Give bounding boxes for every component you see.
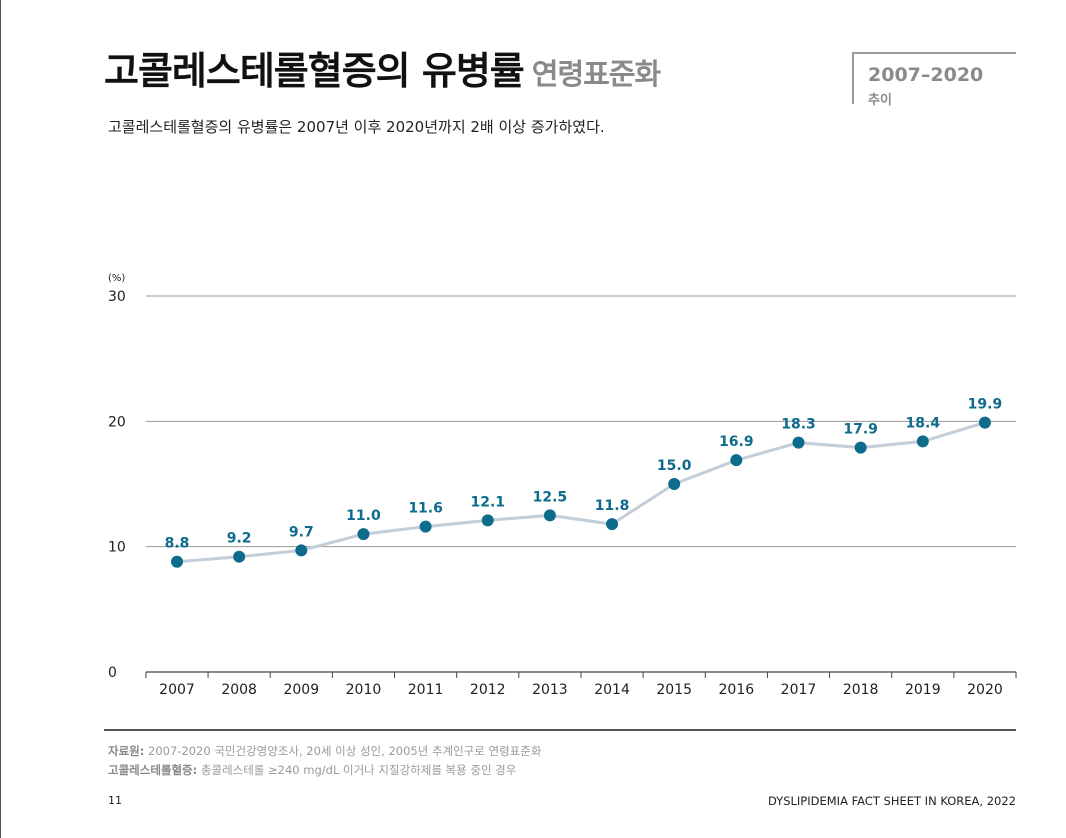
data-point (978, 416, 991, 429)
data-point (792, 436, 805, 449)
x-tick-label: 2018 (843, 682, 879, 698)
data-point (357, 528, 370, 541)
definition-label: 고콜레스테롤혈증: (108, 763, 198, 777)
x-tick-label: 2016 (719, 682, 755, 698)
x-tick-label: 2009 (283, 682, 319, 698)
page-title-block: 고콜레스테롤혈증의 유병률 연령표준화 (104, 40, 661, 95)
page-title: 고콜레스테롤혈증의 유병률 (104, 49, 525, 93)
data-label: 17.9 (843, 422, 878, 438)
data-point (419, 520, 432, 533)
source-note: 자료원: 2007-2020 국민건강영양조사, 20세 이상 성인, 2005… (108, 742, 541, 761)
data-label: 19.9 (968, 397, 1003, 413)
prevalence-line-chart: (%) 0 10 20 30 2007 2008 2009 2010 2011 2012 2013 20… (108, 273, 1017, 698)
data-point (606, 518, 619, 531)
data-label: 18.4 (906, 415, 941, 431)
document-name: DYSLIPIDEMIA FACT SHEET IN KOREA, 2022 (767, 794, 1016, 808)
data-label: 11.6 (408, 501, 443, 517)
x-tick-label: 2019 (905, 682, 941, 698)
x-tick-label: 2014 (594, 682, 630, 698)
definition-text: 총콜레스테롤 ≥240 mg/dL 이거나 지질강하제를 복용 중인 경우 (200, 763, 517, 777)
data-label: 11.8 (595, 498, 630, 514)
page-title-qualifier: 연령표준화 (531, 57, 661, 91)
series-line (176, 421, 986, 564)
data-point (171, 555, 183, 568)
x-tick-label: 2020 (967, 682, 1003, 698)
x-tick-label: 2011 (408, 682, 444, 698)
period-range: 2007–2020 (868, 64, 984, 86)
period-label: 추이 (868, 93, 892, 108)
source-label: 자료원: (108, 744, 145, 758)
y-tick-label: 10 (108, 540, 126, 556)
data-label: 9.7 (289, 524, 314, 540)
x-tick-label: 2017 (781, 682, 817, 698)
x-tick-label: 2010 (346, 682, 382, 698)
data-point (916, 435, 929, 448)
data-point (730, 454, 743, 467)
y-tick-label: 0 (108, 665, 117, 681)
data-label: 12.1 (470, 494, 505, 510)
data-point (295, 544, 308, 557)
source-text: 2007-2020 국민건강영양조사, 20세 이상 성인, 2005년 추계인… (148, 744, 542, 758)
data-point (854, 441, 867, 454)
x-tick-label: 2012 (470, 682, 506, 698)
x-tick-label: 2013 (532, 682, 568, 698)
data-label: 9.2 (227, 531, 252, 547)
data-label: 11.0 (346, 508, 381, 524)
page-edge-rule (0, 0, 1, 838)
data-label: 15.0 (657, 458, 692, 474)
data-label: 8.8 (165, 536, 190, 552)
definition-note: 고콜레스테롤혈증: 총콜레스테롤 ≥240 mg/dL 이거나 지질강하제를 복… (108, 761, 541, 780)
data-point (481, 514, 494, 527)
data-point (668, 478, 681, 490)
data-point (233, 550, 246, 563)
y-tick-label: 20 (108, 414, 126, 430)
data-point (543, 509, 556, 522)
x-tick-label: 2008 (221, 682, 257, 698)
chart-subtitle: 고콜레스테롤혈증의 유병률은 2007년 이후 2020년까지 2배 이상 증가… (108, 118, 605, 136)
footer-divider (104, 729, 1016, 731)
page-number: 11 (108, 794, 122, 807)
x-tick-label: 2007 (159, 682, 195, 698)
y-tick-label: 30 (108, 289, 126, 305)
y-axis-unit: (%) (108, 273, 125, 284)
data-label: 12.5 (533, 489, 568, 505)
data-label: 16.9 (719, 434, 754, 450)
x-tick-label: 2015 (656, 682, 692, 698)
data-label: 18.3 (781, 417, 816, 433)
period-badge: 2007–2020 추이 (852, 52, 1016, 108)
source-notes: 자료원: 2007-2020 국민건강영양조사, 20세 이상 성인, 2005… (108, 742, 541, 780)
